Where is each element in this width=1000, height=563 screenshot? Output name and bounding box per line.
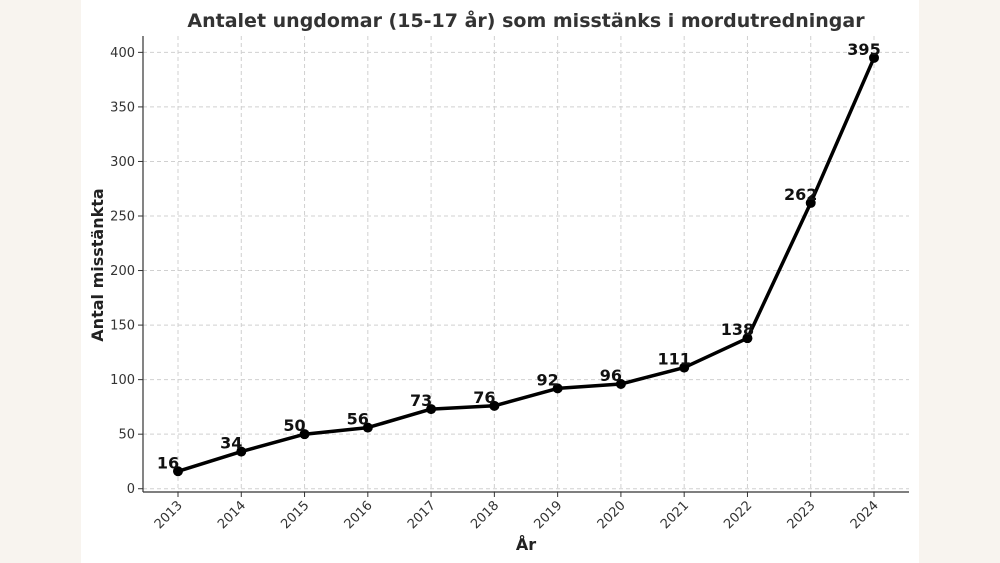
y-tick-label: 250 [110, 210, 135, 225]
x-tick-label: 2013 [152, 498, 186, 532]
data-point [742, 333, 753, 344]
x-tick-label: 2023 [785, 498, 819, 532]
x-tick-label: 2021 [658, 498, 692, 532]
x-axis-ticks: 2013 2014 2015 2016 2017 2018 2019 2020 2021 2022… [152, 492, 882, 532]
data-point [426, 404, 437, 415]
x-tick-label: 2022 [721, 498, 755, 532]
data-label: 92 [537, 370, 559, 389]
x-tick-label: 2017 [405, 498, 439, 532]
x-tick-label: 2014 [215, 498, 249, 532]
line-chart: Antalet ungdomar (15-17 år) som misstänk… [88, 8, 909, 554]
y-axis-ticks: 0 50 100 150 200 250 300 350 400 [110, 46, 143, 497]
data-label: 111 [657, 350, 690, 369]
data-point [236, 446, 247, 457]
data-label: 96 [600, 366, 622, 385]
x-tick-label: 2018 [468, 498, 502, 532]
data-point [489, 400, 500, 411]
data-label: 395 [847, 40, 880, 59]
data-label: 138 [721, 320, 754, 339]
x-tick-label: 2024 [848, 498, 882, 532]
x-axis-label: År [516, 535, 536, 554]
x-tick-label: 2020 [595, 498, 629, 532]
data-point [552, 383, 563, 394]
y-tick-label: 200 [110, 264, 135, 279]
gridlines [143, 36, 909, 492]
data-point [679, 362, 690, 373]
axes [142, 36, 909, 493]
chart-canvas: Antalet ungdomar (15-17 år) som misstänk… [81, 0, 919, 563]
data-label: 262 [784, 185, 817, 204]
data-point [173, 466, 183, 477]
y-tick-label: 100 [110, 373, 135, 388]
data-label: 50 [283, 416, 305, 435]
data-point [362, 422, 373, 433]
x-tick-label: 2016 [342, 498, 376, 532]
x-tick-label: 2015 [278, 498, 312, 532]
y-tick-label: 50 [118, 428, 135, 443]
y-tick-label: 0 [127, 482, 135, 497]
y-tick-label: 350 [110, 100, 135, 115]
data-point [869, 52, 879, 63]
y-axis-label: Antal misstänkta [88, 188, 107, 341]
data-label: 76 [473, 388, 495, 407]
data-labels: 16 34 50 56 73 76 92 96 111 138 262 395 [157, 40, 881, 472]
data-label: 56 [347, 410, 369, 429]
data-label: 73 [410, 391, 432, 410]
data-point [805, 197, 816, 208]
series-line-path [177, 57, 876, 473]
y-tick-label: 300 [110, 155, 135, 170]
data-point [615, 379, 626, 389]
data-label: 34 [220, 434, 242, 453]
x-tick-label: 2019 [531, 498, 565, 532]
chart-title: Antalet ungdomar (15-17 år) som misstänk… [187, 8, 865, 32]
data-point [299, 429, 310, 440]
series-line [177, 57, 876, 473]
y-tick-label: 400 [110, 46, 135, 61]
data-label: 16 [157, 453, 179, 472]
data-points [173, 52, 879, 477]
y-tick-label: 150 [110, 319, 135, 334]
